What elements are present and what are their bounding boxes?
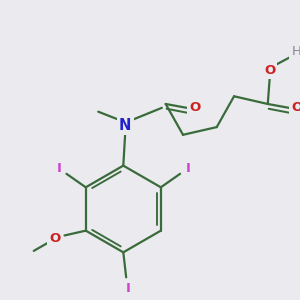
Text: I: I [56, 161, 61, 175]
Text: O: O [291, 101, 300, 114]
Text: O: O [189, 101, 200, 114]
Text: I: I [185, 161, 190, 175]
Text: I: I [126, 282, 130, 296]
Text: N: N [119, 118, 131, 133]
Text: O: O [49, 232, 61, 245]
Text: O: O [264, 64, 275, 77]
Text: H: H [292, 44, 300, 58]
